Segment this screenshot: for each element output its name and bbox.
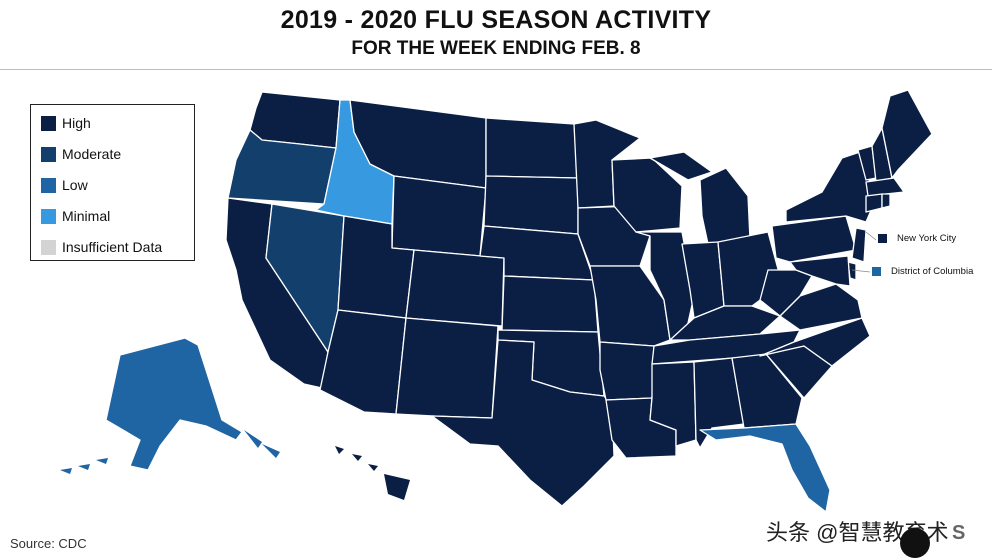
callout-label-nyc: New York City	[897, 233, 957, 244]
state-TX	[431, 339, 615, 507]
state-HI	[335, 446, 410, 500]
callout-swatch-nyc	[878, 234, 887, 243]
legend-swatch-moderate	[41, 146, 56, 162]
state-MO	[589, 265, 671, 347]
state-PA	[771, 215, 857, 263]
legend-item-insufficient: Insufficient Data	[41, 237, 162, 257]
legend-item-moderate: Moderate	[41, 144, 121, 164]
state-NM	[395, 317, 499, 419]
legend-item-low: Low	[41, 175, 88, 195]
callout-label-dc: District of Columbia	[891, 266, 974, 277]
legend-item-minimal: Minimal	[41, 206, 110, 226]
state-NC	[759, 317, 871, 367]
legend-label-insufficient: Insufficient Data	[62, 239, 163, 255]
state-RI	[881, 193, 891, 209]
state-AK	[105, 337, 243, 471]
watermark-badge	[900, 528, 930, 558]
state-MD	[789, 255, 851, 287]
state-FL	[699, 423, 831, 513]
state-NJ	[851, 227, 867, 263]
callout-swatch-dc	[872, 267, 881, 276]
state-AR	[599, 341, 655, 401]
legend-label-minimal: Minimal	[62, 208, 111, 224]
state-CT	[865, 193, 883, 213]
callout-nyc: New York City	[878, 233, 956, 244]
state-CO	[405, 249, 505, 327]
legend-label-low: Low	[62, 177, 88, 193]
state-AK-islands	[60, 430, 280, 474]
legend: High Moderate Low Minimal Insufficient D…	[30, 104, 195, 261]
state-ME	[881, 89, 933, 179]
legend-label-high: High	[62, 115, 91, 131]
header-rule	[0, 69, 992, 70]
state-KS	[501, 275, 599, 333]
subtitle: FOR THE WEEK ENDING FEB. 8	[351, 38, 641, 59]
nyc-pointer	[865, 231, 877, 241]
legend-label-moderate: Moderate	[62, 146, 122, 162]
callout-dc: District of Columbia	[872, 266, 973, 277]
legend-swatch-insufficient	[41, 239, 56, 255]
state-NY	[785, 149, 873, 223]
legend-swatch-high	[41, 115, 56, 131]
state-WY	[391, 175, 487, 257]
legend-swatch-low	[41, 177, 56, 193]
state-SD	[483, 175, 579, 235]
state-MA	[865, 177, 905, 197]
state-GA	[731, 353, 803, 429]
source-credit: Source: CDC	[10, 536, 87, 551]
dc-pointer	[851, 269, 871, 273]
watermark-tail: S	[952, 522, 966, 544]
title: 2019 - 2020 FLU SEASON ACTIVITY	[280, 6, 712, 34]
state-ND	[485, 117, 579, 179]
legend-item-high: High	[41, 113, 91, 133]
legend-swatch-minimal	[41, 208, 56, 224]
